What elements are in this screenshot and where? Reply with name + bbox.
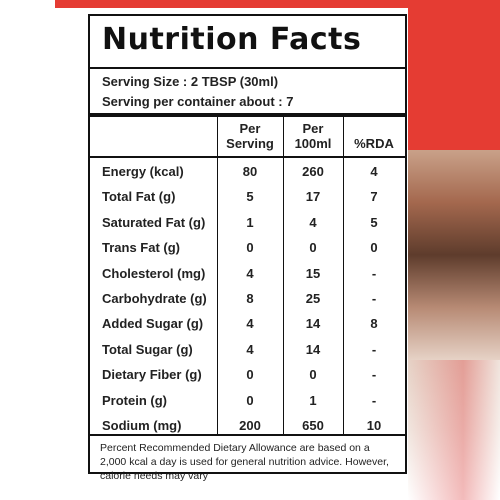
value-per-serving: 8 bbox=[246, 291, 254, 306]
value-per-100ml: 0 bbox=[309, 240, 317, 256]
table-row: Added Sugar (g) 4 14 8 bbox=[90, 316, 405, 341]
column-divider bbox=[217, 116, 218, 434]
value-per-100ml: 15 bbox=[305, 265, 321, 281]
servings-per-container: Serving per container about : 7 bbox=[102, 94, 294, 109]
column-header-rda: %RDA bbox=[354, 136, 394, 151]
value-per-100ml: 650 bbox=[302, 418, 324, 433]
footnote: Percent Recommended Dietary Allowance ar… bbox=[100, 442, 389, 482]
nutrient-name: Protein (g) bbox=[102, 392, 167, 408]
value-per-serving: 0 bbox=[246, 392, 254, 408]
serving-size: Serving Size : 2 TBSP (30ml) bbox=[102, 74, 279, 89]
nutrient-name: Dietary Fiber (g) bbox=[102, 367, 202, 383]
nutrient-name: Added Sugar (g) bbox=[102, 316, 204, 332]
nutrient-name: Total Sugar (g) bbox=[102, 341, 193, 357]
nutrient-name: Energy (kcal) bbox=[102, 164, 184, 179]
column-header-per-serving-line1: Per bbox=[239, 121, 261, 136]
divider-thick bbox=[90, 113, 405, 117]
value-per-serving: 1 bbox=[246, 214, 254, 230]
table-row: Trans Fat (g) 0 0 0 bbox=[90, 240, 405, 265]
table-row: Saturated Fat (g) 1 4 5 bbox=[90, 215, 405, 240]
value-rda: 8 bbox=[370, 316, 378, 332]
column-header-per-100ml-line2: 100ml bbox=[294, 136, 332, 151]
value-per-serving: 4 bbox=[246, 316, 254, 332]
background-food-image bbox=[408, 150, 500, 500]
value-rda: 5 bbox=[370, 214, 378, 230]
table-row: Energy (kcal) 80 260 4 bbox=[90, 164, 405, 189]
column-header-per-100ml: Per 100ml bbox=[283, 121, 343, 151]
nutrient-name: Cholesterol (mg) bbox=[102, 265, 206, 281]
value-per-100ml: 17 bbox=[305, 189, 321, 205]
value-rda: 10 bbox=[366, 418, 382, 433]
value-rda: - bbox=[371, 367, 377, 383]
table-row: Total Sugar (g) 4 14 - bbox=[90, 342, 405, 367]
table-row: Sodium (mg) 200 650 10 bbox=[90, 418, 405, 443]
divider-thin bbox=[90, 67, 405, 69]
value-rda: - bbox=[371, 341, 377, 357]
table-row: Protein (g) 0 1 - bbox=[90, 393, 405, 418]
table-row: Total Fat (g) 5 17 7 bbox=[90, 189, 405, 214]
value-per-100ml: 260 bbox=[302, 164, 324, 179]
value-per-100ml: 1 bbox=[309, 392, 317, 408]
value-rda: - bbox=[371, 291, 377, 306]
background-red-strip bbox=[55, 0, 500, 8]
value-rda: 0 bbox=[370, 240, 378, 256]
value-per-serving: 0 bbox=[246, 240, 254, 256]
background-food-overlay bbox=[408, 360, 500, 500]
value-rda: - bbox=[371, 265, 377, 281]
nutrition-facts-label: Nutrition Facts Serving Size : 2 TBSP (3… bbox=[88, 14, 407, 482]
value-per-serving: 5 bbox=[246, 189, 254, 205]
column-header-per-serving-line2: Serving bbox=[226, 136, 274, 151]
value-rda: 7 bbox=[370, 189, 378, 205]
header-divider bbox=[90, 156, 405, 158]
value-per-100ml: 4 bbox=[309, 214, 317, 230]
value-per-serving: 200 bbox=[239, 418, 261, 433]
column-divider bbox=[343, 116, 344, 434]
column-header-per-100ml-line1: Per bbox=[302, 121, 324, 136]
value-per-100ml: 25 bbox=[305, 291, 321, 306]
nutrient-name: Saturated Fat (g) bbox=[102, 214, 206, 230]
column-header-per-serving: Per Serving bbox=[217, 121, 283, 151]
column-divider bbox=[283, 116, 284, 434]
footer-divider bbox=[90, 434, 405, 436]
value-per-100ml: 14 bbox=[305, 316, 321, 332]
value-per-100ml: 0 bbox=[309, 367, 317, 383]
value-per-serving: 4 bbox=[246, 265, 254, 281]
value-rda: - bbox=[371, 392, 377, 408]
nutrient-name: Sodium (mg) bbox=[102, 418, 182, 433]
value-per-100ml: 14 bbox=[305, 341, 321, 357]
value-rda: 4 bbox=[370, 164, 378, 179]
nutrient-name: Carbohydrate (g) bbox=[102, 291, 207, 306]
table-row: Cholesterol (mg) 4 15 - bbox=[90, 266, 405, 291]
nutrient-name: Trans Fat (g) bbox=[102, 240, 181, 256]
label-title: Nutrition Facts bbox=[102, 22, 362, 57]
value-per-serving: 0 bbox=[246, 367, 254, 383]
nutrient-name: Total Fat (g) bbox=[102, 189, 176, 205]
value-per-serving: 80 bbox=[242, 164, 258, 179]
table-row: Dietary Fiber (g) 0 0 - bbox=[90, 367, 405, 392]
table-row: Carbohydrate (g) 8 25 - bbox=[90, 291, 405, 316]
value-per-serving: 4 bbox=[246, 341, 254, 357]
